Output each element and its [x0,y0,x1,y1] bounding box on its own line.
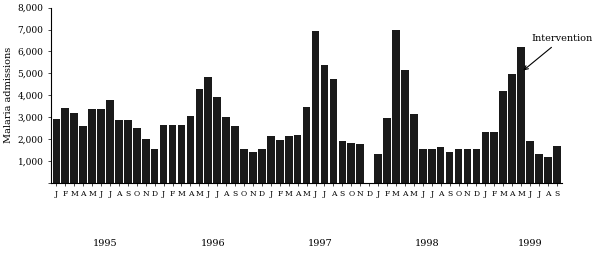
Bar [115,120,122,183]
Text: 1998: 1998 [415,239,440,248]
Bar [482,132,489,183]
Bar [428,149,436,183]
Bar [437,147,445,183]
Bar [70,113,78,183]
Bar [267,136,275,183]
Bar [187,116,194,183]
Bar [285,136,293,183]
Bar [169,125,176,183]
Bar [517,47,525,183]
Bar [214,98,221,183]
Bar [160,125,167,183]
Bar [312,31,319,183]
Bar [294,135,301,183]
Bar [446,152,454,183]
Bar [79,126,87,183]
Bar [124,120,131,183]
Bar [53,119,60,183]
Bar [320,64,328,183]
Bar [508,74,516,183]
Bar [303,107,310,183]
Bar [464,149,471,183]
Bar [410,114,418,183]
Bar [196,89,203,183]
Bar [258,149,266,183]
Bar [392,30,400,183]
Bar [151,149,158,183]
Text: 1996: 1996 [200,239,225,248]
Text: 1997: 1997 [308,239,332,248]
Bar [401,70,409,183]
Bar [249,152,257,183]
Bar [499,91,507,183]
Bar [553,146,560,183]
Bar [419,149,427,183]
Text: 1999: 1999 [518,239,542,248]
Bar [535,154,543,183]
Text: Intervention: Intervention [524,34,593,70]
Bar [347,143,355,183]
Bar [276,140,284,183]
Bar [374,154,382,183]
Bar [526,141,534,183]
Bar [490,132,498,183]
Text: 1995: 1995 [93,239,118,248]
Bar [142,139,149,183]
Bar [356,145,364,183]
Bar [240,149,248,183]
Bar [61,108,69,183]
Bar [455,149,463,183]
Y-axis label: Malaria admissions: Malaria admissions [4,47,13,143]
Bar [178,125,185,183]
Bar [223,117,230,183]
Bar [329,79,337,183]
Bar [544,157,552,183]
Bar [231,126,239,183]
Bar [205,77,212,183]
Bar [97,109,105,183]
Bar [88,109,96,183]
Bar [106,100,114,183]
Bar [473,149,480,183]
Bar [133,128,140,183]
Bar [338,141,346,183]
Bar [383,118,391,183]
